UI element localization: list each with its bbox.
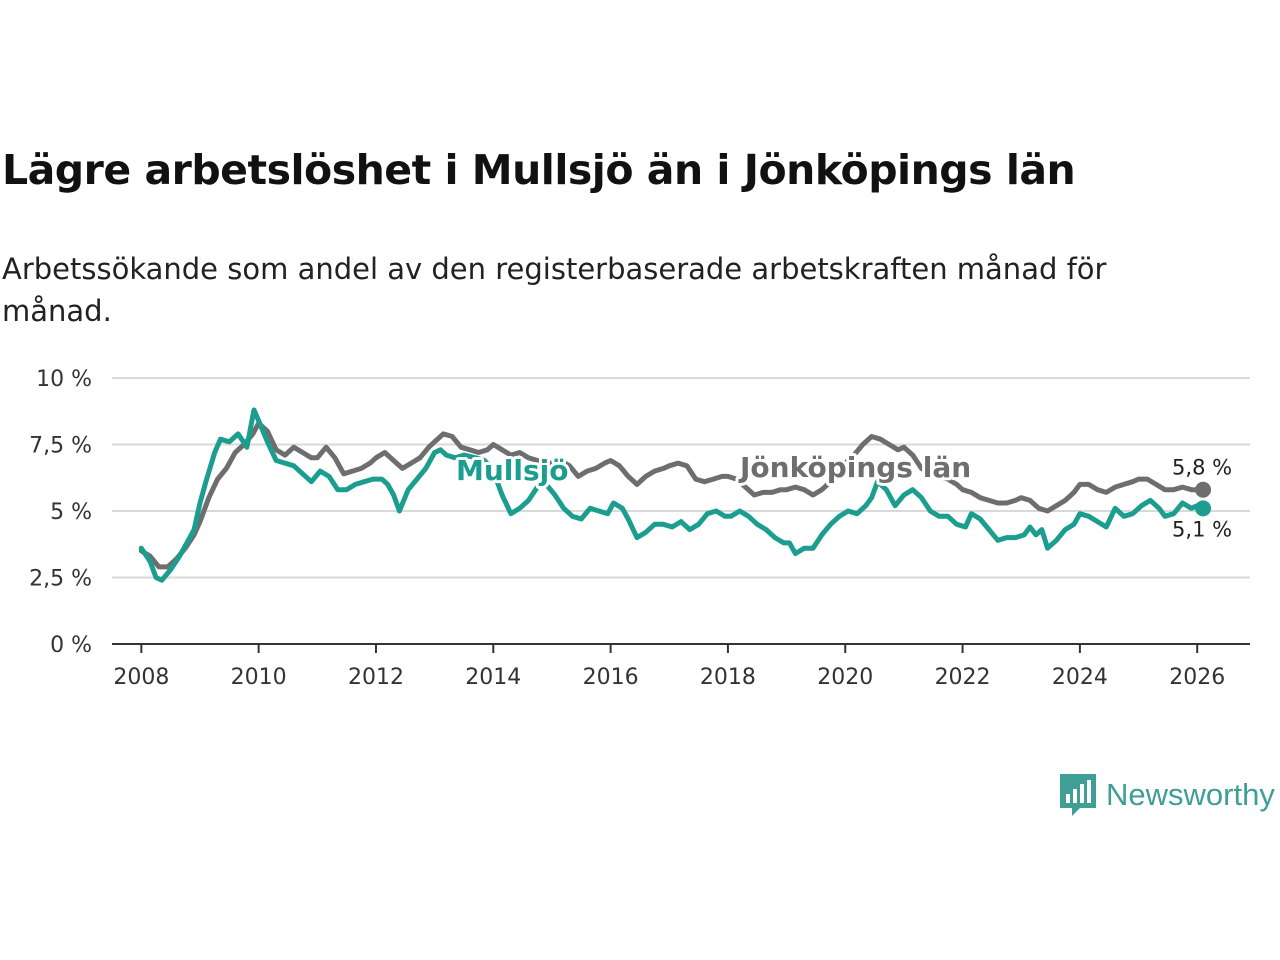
series-line-mullsjo [138,407,1206,583]
line-chart: 0 % 2,5 % 5 % 7,5 % 10 % 2008 2010 2012 2014 201… [29,367,1250,690]
series-lines [138,407,1212,583]
newsworthy-logo: Newsworthy [1058,772,1275,818]
x-tick-label: 2008 [113,665,169,690]
endpoint-mullsjo [1195,500,1212,517]
y-tick-label: 5 % [50,500,92,525]
gridlines [112,377,1250,579]
series-labels: Jönköpings län Mullsjö 5,8 % 5,1 % [453,448,1235,544]
x-tick-label: 2014 [465,665,521,690]
chart-title: Lägre arbetslöshet i Mullsjö än i Jönköp… [2,146,1076,194]
end-value-mullsjo: 5,1 % [1172,517,1232,541]
x-axis-ticks: 2008 2010 2012 2014 2016 2018 2020 2022 2024 2026 [113,644,1225,690]
y-tick-label: 2,5 % [29,567,92,592]
chart-subtitle: Arbetssökande som andel av den registerb… [2,252,1107,328]
x-tick-label: 2016 [583,665,639,690]
y-axis-ticks: 0 % 2,5 % 5 % 7,5 % 10 % [29,367,92,658]
series-label-jonkopings-lan: Jönköpings län [738,451,971,484]
bar-chart-speech-bubble-icon [1060,774,1096,816]
x-tick-label: 2012 [348,665,404,690]
y-tick-label: 10 % [36,367,92,392]
x-tick-label: 2026 [1169,665,1225,690]
x-tick-label: 2020 [817,665,873,690]
x-tick-label: 2010 [231,665,287,690]
x-tick-label: 2018 [700,665,756,690]
series-line-jonkopings-lan [138,420,1206,570]
series-label-mullsjo: Mullsjö [456,454,569,487]
end-value-jonkopings-lan: 5,8 % [1172,456,1232,480]
x-tick-label: 2022 [935,665,991,690]
y-tick-label: 0 % [50,633,92,658]
endpoint-jonkopings-lan [1195,481,1212,498]
brand-name: Newsworthy [1106,777,1275,812]
x-tick-label: 2024 [1052,665,1108,690]
y-tick-label: 7,5 % [29,434,92,459]
